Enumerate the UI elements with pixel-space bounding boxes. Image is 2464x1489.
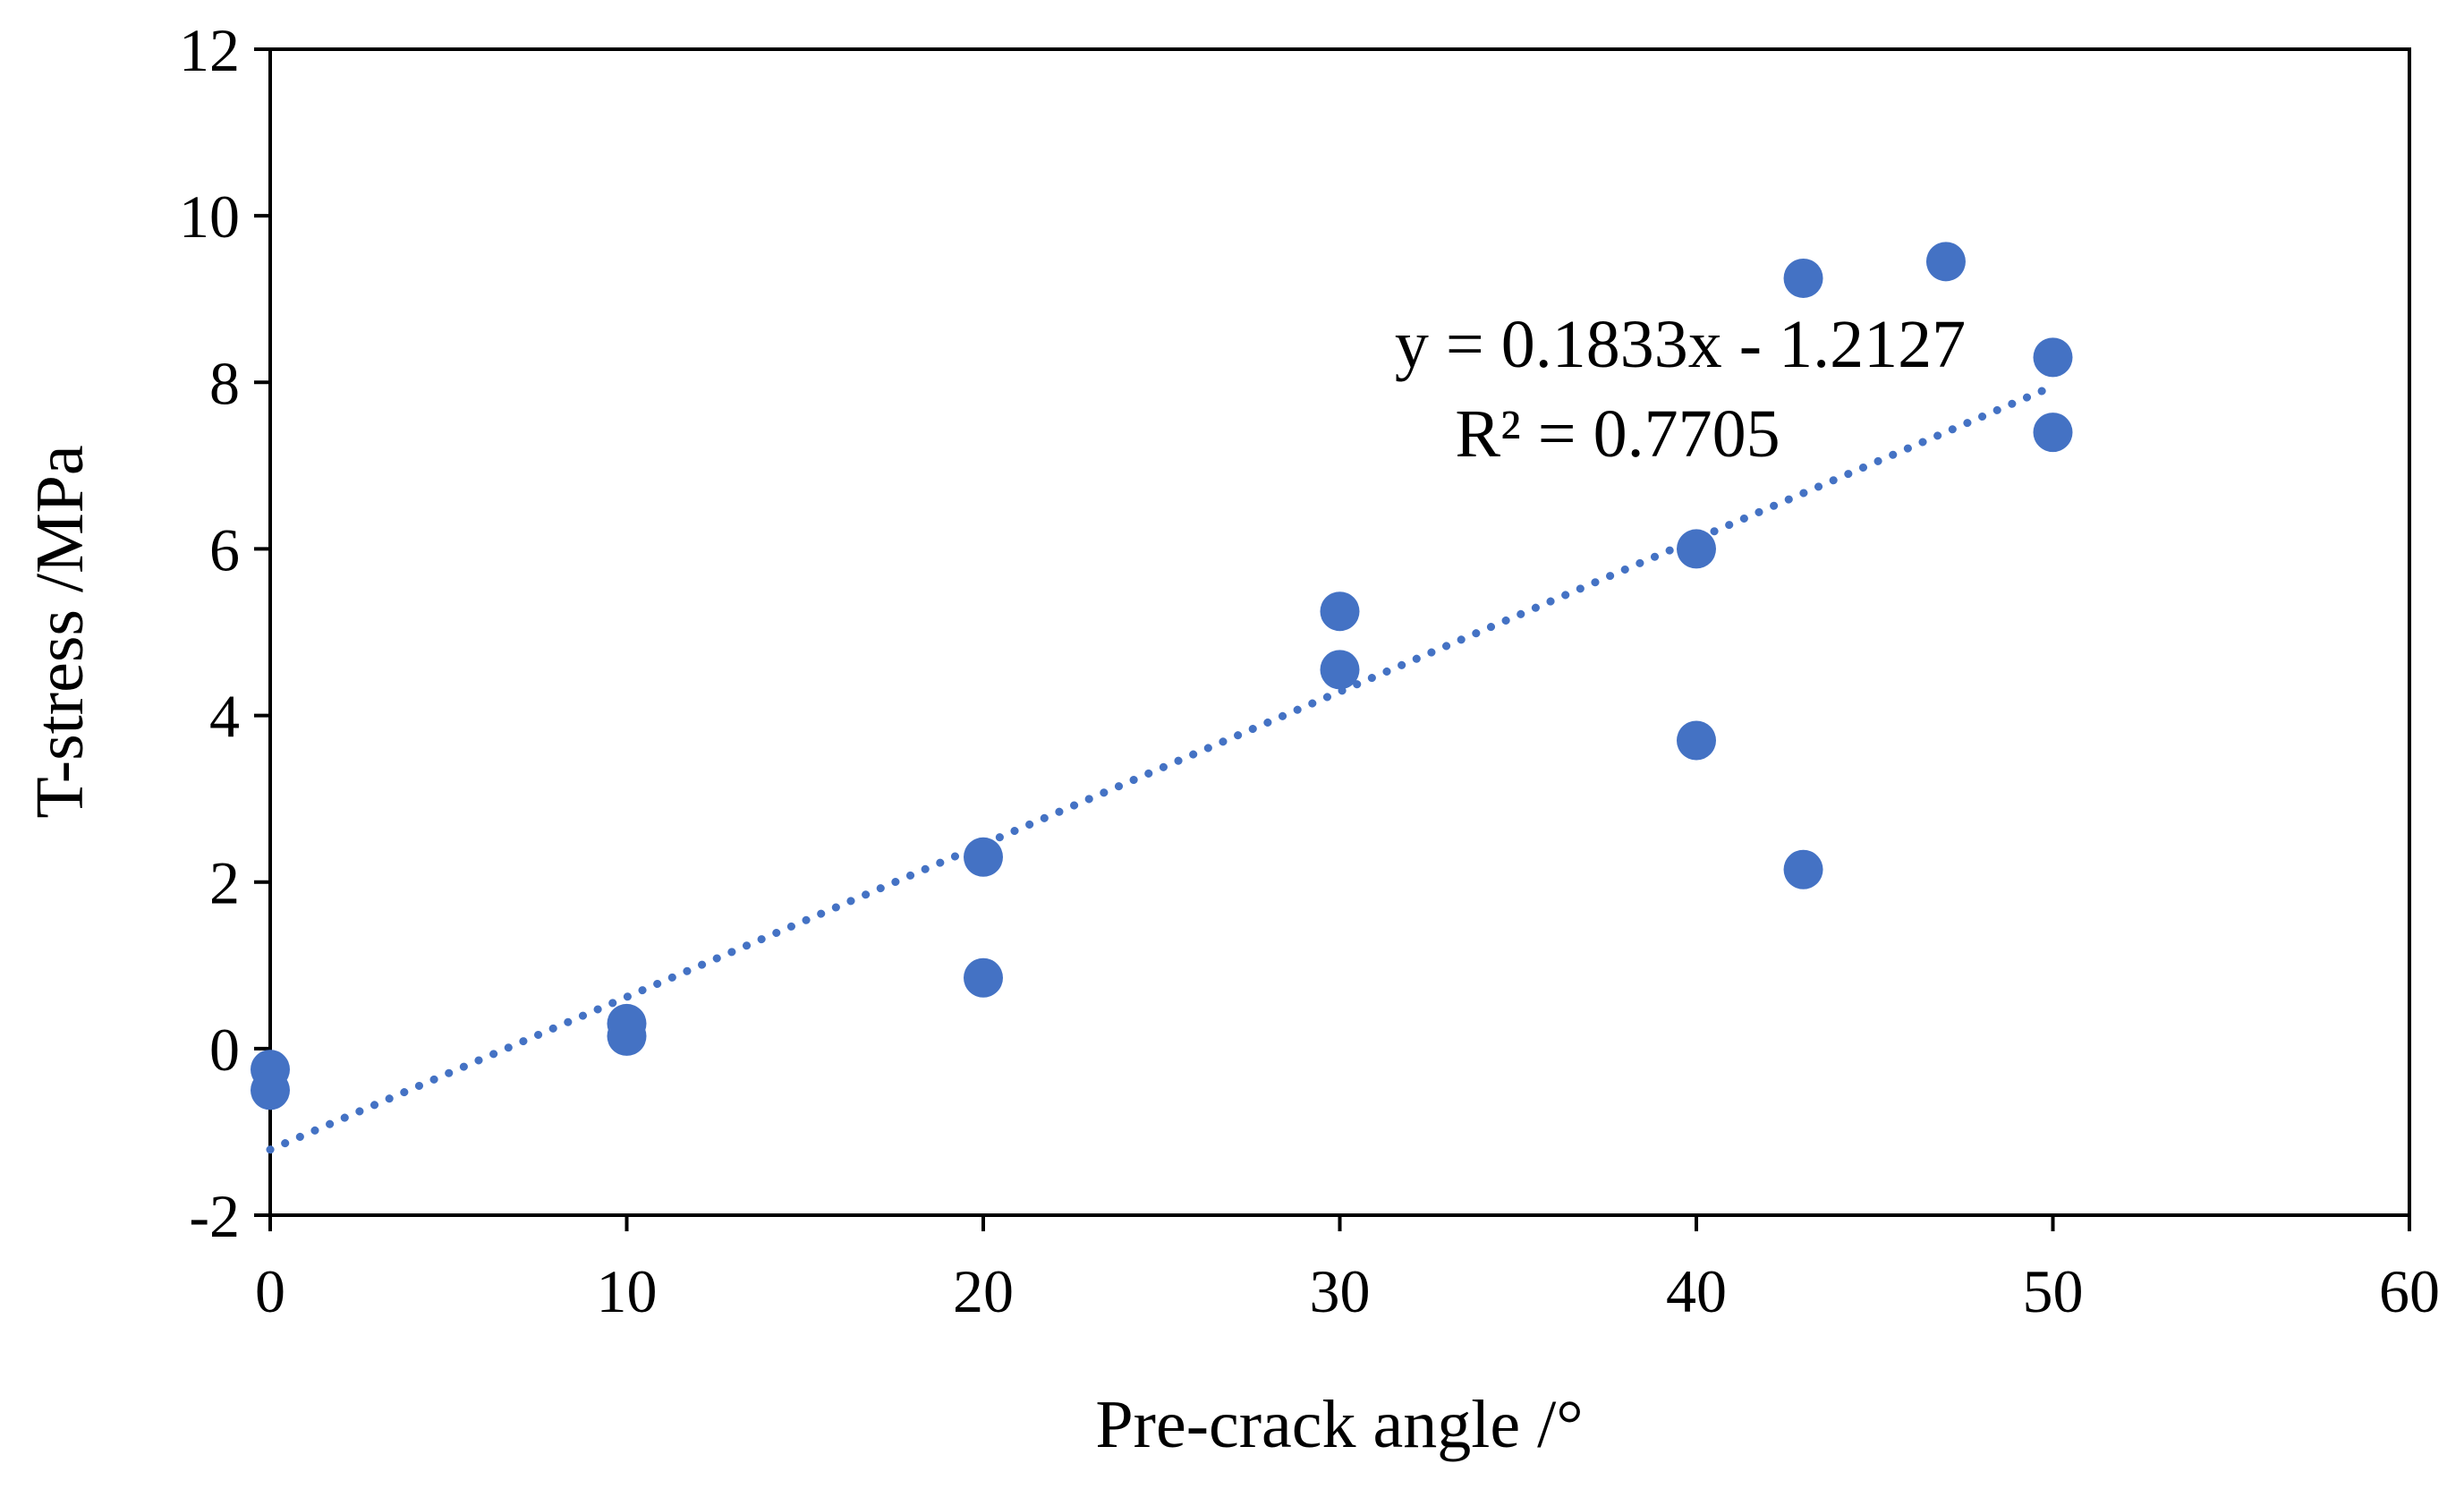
data-point xyxy=(251,1070,290,1110)
y-tick-label: 2 xyxy=(209,849,240,917)
x-tick-label: 40 xyxy=(1666,1257,1727,1325)
y-tick-label: 6 xyxy=(209,515,240,583)
data-point xyxy=(964,957,1003,998)
x-tick-label: 30 xyxy=(1310,1257,1371,1325)
data-point xyxy=(1677,720,1716,761)
y-tick-label: 8 xyxy=(209,349,240,417)
data-point xyxy=(1783,258,1823,298)
y-tick-label: 0 xyxy=(209,1016,240,1084)
linear-trendline xyxy=(266,382,2057,1154)
y-tick-label: -2 xyxy=(189,1182,240,1250)
trendline-layer xyxy=(266,382,2057,1154)
x-tick-label: 0 xyxy=(255,1257,285,1325)
y-tick-label: 12 xyxy=(179,16,240,84)
x-tick-label: 50 xyxy=(2023,1257,2084,1325)
data-point xyxy=(964,837,1003,877)
data-point xyxy=(607,1016,647,1056)
x-tick-label: 10 xyxy=(597,1257,658,1325)
axis-ticks xyxy=(254,47,2411,1231)
data-point xyxy=(2033,337,2073,378)
data-points xyxy=(251,242,2073,1110)
x-tick-label: 20 xyxy=(953,1257,1014,1325)
plot-area-frame xyxy=(268,47,2411,1217)
x-tick-label: 60 xyxy=(2379,1257,2440,1325)
trendline-r-squared: R² = 0.7705 xyxy=(1455,396,1780,472)
y-axis-title: T-stress /MPa xyxy=(22,445,98,818)
x-axis-title: Pre-crack angle /° xyxy=(1095,1387,1583,1462)
data-point xyxy=(1783,849,1823,889)
y-tick-label: 10 xyxy=(179,183,240,251)
data-point xyxy=(1925,242,1966,282)
data-point xyxy=(1320,650,1360,690)
data-point xyxy=(1320,591,1360,632)
data-point xyxy=(2033,413,2073,453)
data-point xyxy=(1677,529,1716,569)
y-tick-label: 4 xyxy=(209,683,240,751)
trendline-equation: y = 0.1833x - 1.2127 xyxy=(1395,307,1966,382)
